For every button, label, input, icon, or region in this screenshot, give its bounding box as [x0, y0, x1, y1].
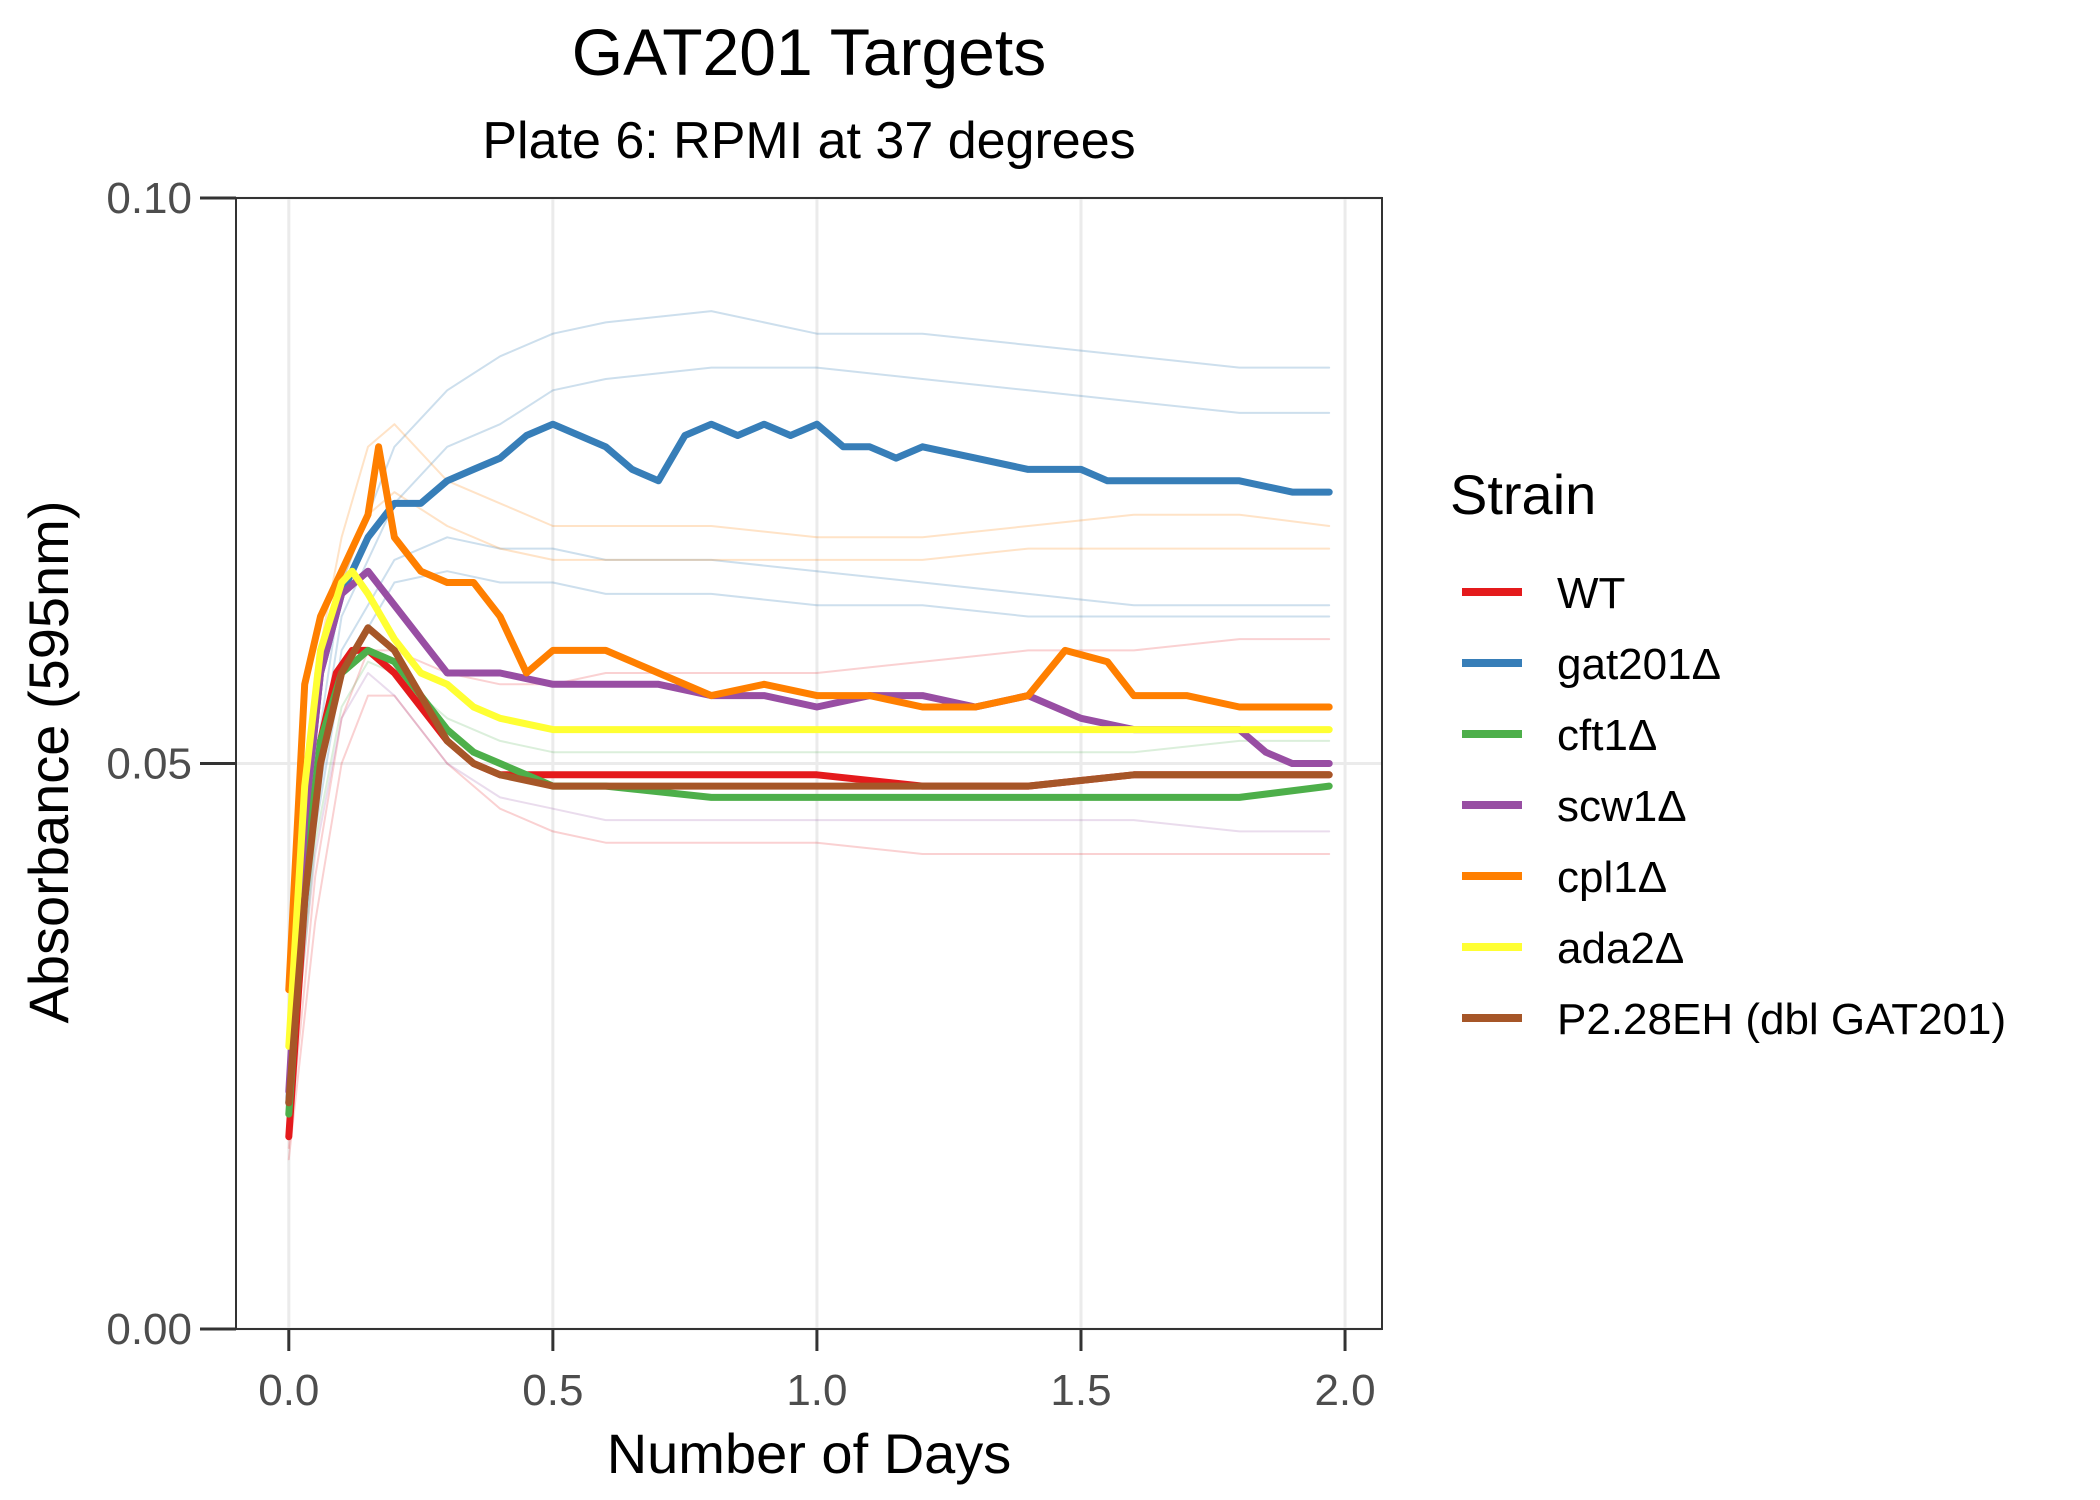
y-axis-title: Absorbance (595nm) [17, 501, 80, 1024]
replicate-series-line [287, 672, 1331, 1104]
y-tick-label: 0.10 [106, 174, 192, 223]
x-axis: 0.0 0.5 1.0 1.5 2.0 [258, 1329, 1376, 1415]
series-line [285, 443, 1333, 994]
x-tick-label: 1.0 [786, 1366, 847, 1415]
series-line [285, 420, 1333, 1107]
replicate-series-line [287, 423, 1331, 991]
legend-label: cpl1Δ [1557, 853, 1667, 902]
chart-subtitle: Plate 6: RPMI at 37 degrees [482, 112, 1135, 170]
x-axis-title: Number of Days [607, 1422, 1012, 1485]
legend-label: cft1Δ [1557, 711, 1657, 760]
y-tick-label: 0.05 [106, 740, 192, 789]
series-line [285, 624, 1333, 1107]
legend-label: WT [1557, 569, 1625, 618]
x-tick-label: 1.5 [1050, 1366, 1111, 1415]
replicate-series-line [287, 694, 1331, 1161]
legend: Strain WT gat201Δ cft1Δ scw1Δ cpl1Δ ada2Δ P2.2… [1450, 463, 2006, 1044]
legend-label: gat201Δ [1557, 640, 1721, 689]
legend-label: P2.28EH (dbl GAT201) [1557, 995, 2006, 1044]
y-tick-label: 0.00 [106, 1305, 192, 1354]
x-tick-label: 0.0 [258, 1366, 319, 1415]
legend-title: Strain [1450, 463, 1596, 526]
replicate-series-line [287, 638, 1331, 1149]
plot-lines [285, 310, 1333, 1161]
chart-title: GAT201 Targets [572, 15, 1046, 89]
x-tick-label: 0.5 [522, 1366, 583, 1415]
legend-label: ada2Δ [1557, 924, 1684, 973]
replicate-series-line [287, 660, 1331, 1116]
replicate-series-line [287, 536, 1331, 1104]
legend-label: scw1Δ [1557, 782, 1687, 831]
series-line [285, 567, 1333, 1050]
x-tick-label: 2.0 [1314, 1366, 1375, 1415]
y-axis: 0.00 0.05 0.10 [106, 174, 236, 1354]
